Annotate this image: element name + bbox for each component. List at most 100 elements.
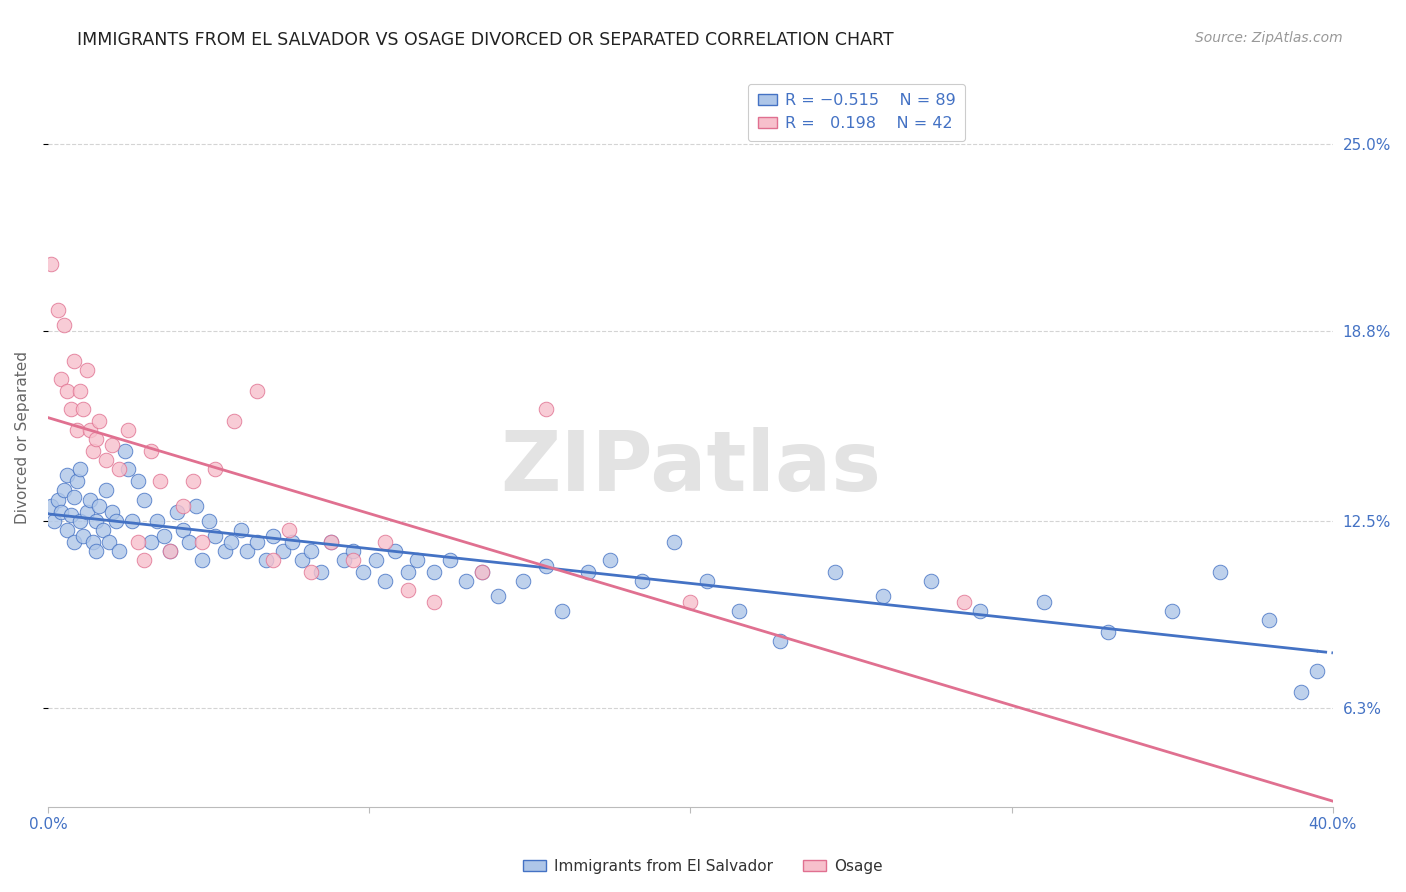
Point bbox=[246, 534, 269, 549]
Point bbox=[98, 534, 121, 549]
Point bbox=[101, 438, 124, 452]
Point bbox=[342, 553, 364, 567]
Point bbox=[1161, 604, 1184, 618]
Point bbox=[384, 543, 406, 558]
Point bbox=[46, 302, 69, 317]
Point bbox=[727, 604, 749, 618]
Point bbox=[664, 534, 686, 549]
Point bbox=[44, 514, 66, 528]
Point bbox=[1097, 625, 1119, 640]
Point bbox=[89, 414, 111, 428]
Point bbox=[1306, 665, 1329, 679]
Point bbox=[84, 514, 107, 528]
Point bbox=[152, 529, 174, 543]
Point bbox=[181, 475, 204, 489]
Point bbox=[66, 423, 89, 437]
Point bbox=[56, 468, 79, 483]
Point bbox=[149, 475, 172, 489]
Point bbox=[534, 558, 557, 573]
Point bbox=[769, 634, 792, 648]
Point bbox=[66, 475, 89, 489]
Point bbox=[82, 444, 104, 458]
Point bbox=[76, 363, 98, 377]
Point bbox=[39, 257, 62, 271]
Point bbox=[69, 514, 91, 528]
Point bbox=[59, 508, 82, 522]
Point bbox=[184, 499, 207, 513]
Point bbox=[406, 553, 429, 567]
Point bbox=[79, 492, 101, 507]
Point bbox=[1289, 685, 1312, 699]
Legend: R = −0.515    N = 89, R =   0.198    N = 42: R = −0.515 N = 89, R = 0.198 N = 42 bbox=[748, 84, 965, 141]
Point bbox=[219, 534, 242, 549]
Point bbox=[127, 475, 149, 489]
Point bbox=[53, 318, 76, 332]
Point bbox=[1257, 613, 1279, 627]
Point bbox=[197, 514, 219, 528]
Point bbox=[352, 565, 374, 579]
Point bbox=[62, 534, 84, 549]
Point bbox=[104, 514, 127, 528]
Point bbox=[471, 565, 494, 579]
Point bbox=[134, 553, 156, 567]
Point bbox=[69, 462, 91, 476]
Point bbox=[486, 589, 509, 603]
Point bbox=[166, 505, 188, 519]
Point bbox=[101, 505, 124, 519]
Point bbox=[256, 553, 278, 567]
Point bbox=[471, 565, 494, 579]
Point bbox=[62, 354, 84, 368]
Point bbox=[76, 505, 98, 519]
Point bbox=[824, 565, 846, 579]
Point bbox=[39, 499, 62, 513]
Point bbox=[56, 384, 79, 398]
Point bbox=[246, 384, 269, 398]
Point bbox=[319, 534, 342, 549]
Point bbox=[134, 492, 156, 507]
Point bbox=[121, 514, 143, 528]
Point bbox=[204, 529, 226, 543]
Point bbox=[236, 543, 259, 558]
Text: ZIPatlas: ZIPatlas bbox=[501, 426, 882, 508]
Point bbox=[191, 553, 214, 567]
Point bbox=[1032, 595, 1054, 609]
Point bbox=[696, 574, 718, 588]
Text: Source: ZipAtlas.com: Source: ZipAtlas.com bbox=[1195, 31, 1343, 45]
Point bbox=[1209, 565, 1232, 579]
Point bbox=[49, 372, 72, 386]
Point bbox=[679, 595, 702, 609]
Point bbox=[172, 499, 194, 513]
Point bbox=[229, 523, 252, 537]
Point bbox=[72, 529, 94, 543]
Point bbox=[214, 543, 236, 558]
Point bbox=[631, 574, 654, 588]
Point bbox=[364, 553, 387, 567]
Point bbox=[49, 505, 72, 519]
Point bbox=[107, 543, 129, 558]
Point bbox=[599, 553, 621, 567]
Point bbox=[439, 553, 461, 567]
Point bbox=[952, 595, 974, 609]
Point bbox=[969, 604, 991, 618]
Point bbox=[159, 543, 181, 558]
Point bbox=[84, 543, 107, 558]
Point bbox=[59, 402, 82, 417]
Point bbox=[62, 490, 84, 504]
Point bbox=[69, 384, 91, 398]
Point bbox=[159, 543, 181, 558]
Point bbox=[396, 582, 419, 597]
Point bbox=[46, 492, 69, 507]
Point bbox=[920, 574, 942, 588]
Point bbox=[374, 574, 396, 588]
Point bbox=[281, 534, 304, 549]
Point bbox=[127, 534, 149, 549]
Point bbox=[117, 462, 139, 476]
Point bbox=[84, 432, 107, 446]
Y-axis label: Divorced or Separated: Divorced or Separated bbox=[15, 351, 30, 524]
Point bbox=[512, 574, 534, 588]
Point bbox=[179, 534, 201, 549]
Point bbox=[396, 565, 419, 579]
Point bbox=[291, 553, 314, 567]
Point bbox=[301, 543, 323, 558]
Point bbox=[79, 423, 101, 437]
